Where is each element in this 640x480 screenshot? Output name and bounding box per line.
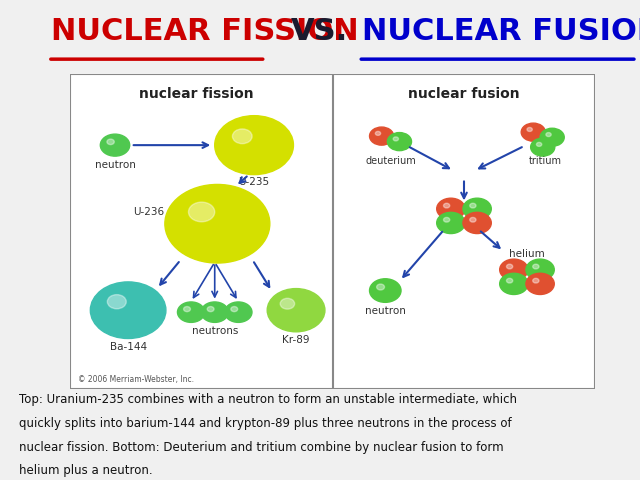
Circle shape xyxy=(376,284,385,290)
Circle shape xyxy=(201,302,228,323)
Circle shape xyxy=(165,184,270,263)
Circle shape xyxy=(177,302,205,323)
Circle shape xyxy=(387,132,412,151)
Text: © 2006 Merriam-Webster, Inc.: © 2006 Merriam-Webster, Inc. xyxy=(78,375,195,384)
Text: helium: helium xyxy=(509,249,545,259)
Circle shape xyxy=(527,128,532,132)
Circle shape xyxy=(444,204,450,208)
Circle shape xyxy=(526,273,554,295)
Text: nuclear fusion: nuclear fusion xyxy=(408,87,520,101)
Circle shape xyxy=(393,137,399,141)
Text: Ba-144: Ba-144 xyxy=(109,342,147,352)
Circle shape xyxy=(225,302,252,323)
Circle shape xyxy=(470,217,476,222)
Circle shape xyxy=(506,264,513,269)
Circle shape xyxy=(540,128,564,146)
Circle shape xyxy=(500,273,528,295)
Circle shape xyxy=(375,132,381,135)
Circle shape xyxy=(436,198,465,219)
Circle shape xyxy=(526,259,554,280)
Text: NUCLEAR FUSION: NUCLEAR FUSION xyxy=(362,17,640,46)
Circle shape xyxy=(532,278,539,283)
Text: nuclear fission. Bottom: Deuterium and tritium combine by nuclear fusion to form: nuclear fission. Bottom: Deuterium and t… xyxy=(19,441,504,454)
Circle shape xyxy=(184,307,191,312)
Circle shape xyxy=(108,295,126,309)
Circle shape xyxy=(207,307,214,312)
Circle shape xyxy=(500,259,528,280)
Text: U-235: U-235 xyxy=(239,178,269,187)
Text: tritium: tritium xyxy=(529,156,562,166)
Text: Top: Uranium-235 combines with a neutron to form an unstable intermediate, which: Top: Uranium-235 combines with a neutron… xyxy=(19,394,517,407)
Circle shape xyxy=(107,139,115,144)
Circle shape xyxy=(463,212,492,234)
Circle shape xyxy=(280,298,294,309)
Text: neutron: neutron xyxy=(95,160,136,170)
Circle shape xyxy=(214,116,293,175)
Circle shape xyxy=(546,132,551,136)
Text: Kr-89: Kr-89 xyxy=(282,335,310,345)
Text: neutron: neutron xyxy=(365,306,406,316)
Circle shape xyxy=(232,129,252,144)
Text: deuterium: deuterium xyxy=(365,156,416,166)
Circle shape xyxy=(532,264,539,269)
Circle shape xyxy=(90,282,166,338)
Circle shape xyxy=(531,138,555,156)
Text: U-236: U-236 xyxy=(134,207,164,217)
Circle shape xyxy=(268,288,325,332)
Circle shape xyxy=(188,202,215,222)
Text: VS.: VS. xyxy=(291,17,348,46)
Text: nuclear fission: nuclear fission xyxy=(139,87,253,101)
Text: quickly splits into barium-144 and krypton-89 plus three neutrons in the process: quickly splits into barium-144 and krypt… xyxy=(19,417,511,430)
Text: neutrons: neutrons xyxy=(191,326,238,336)
Circle shape xyxy=(100,134,130,156)
Circle shape xyxy=(231,307,237,312)
Circle shape xyxy=(521,123,545,141)
Circle shape xyxy=(536,143,541,146)
FancyBboxPatch shape xyxy=(70,74,595,389)
Text: NUCLEAR FISSION: NUCLEAR FISSION xyxy=(51,17,359,46)
Circle shape xyxy=(369,279,401,302)
Circle shape xyxy=(506,278,513,283)
Circle shape xyxy=(369,127,394,145)
Circle shape xyxy=(470,204,476,208)
Circle shape xyxy=(463,198,492,219)
Text: helium plus a neutron.: helium plus a neutron. xyxy=(19,465,152,478)
Circle shape xyxy=(444,217,450,222)
Circle shape xyxy=(436,212,465,234)
